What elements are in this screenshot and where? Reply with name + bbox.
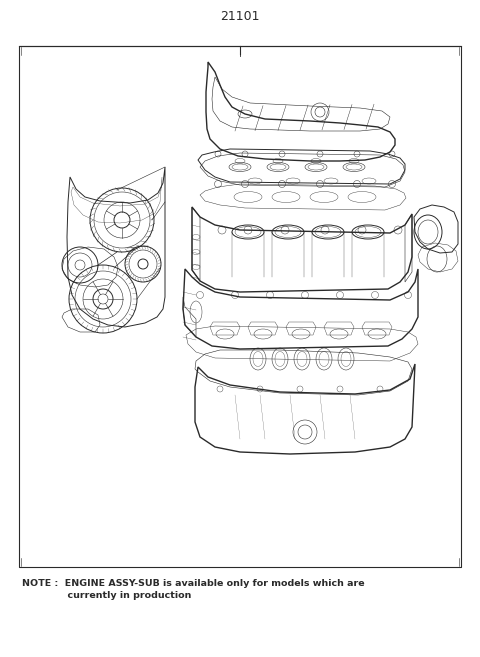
Text: NOTE :  ENGINE ASSY-SUB is available only for models which are: NOTE : ENGINE ASSY-SUB is available only… [22, 579, 365, 589]
Bar [19, 46, 461, 567]
Text: 21101: 21101 [220, 11, 260, 24]
Text: currently in production: currently in production [22, 591, 192, 600]
